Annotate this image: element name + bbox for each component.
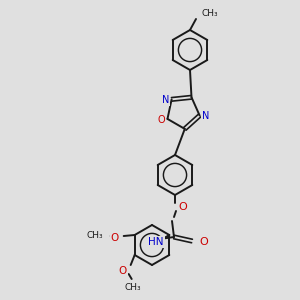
Text: O: O	[110, 233, 119, 243]
Text: CH₃: CH₃	[86, 232, 103, 241]
Text: N: N	[162, 95, 169, 105]
Text: O: O	[178, 202, 187, 212]
Text: N: N	[202, 110, 209, 121]
Text: CH₃: CH₃	[202, 8, 219, 17]
Text: O: O	[199, 237, 208, 247]
Text: O: O	[158, 115, 166, 125]
Text: CH₃: CH₃	[124, 283, 141, 292]
Text: HN: HN	[148, 237, 164, 247]
Text: O: O	[118, 266, 127, 276]
